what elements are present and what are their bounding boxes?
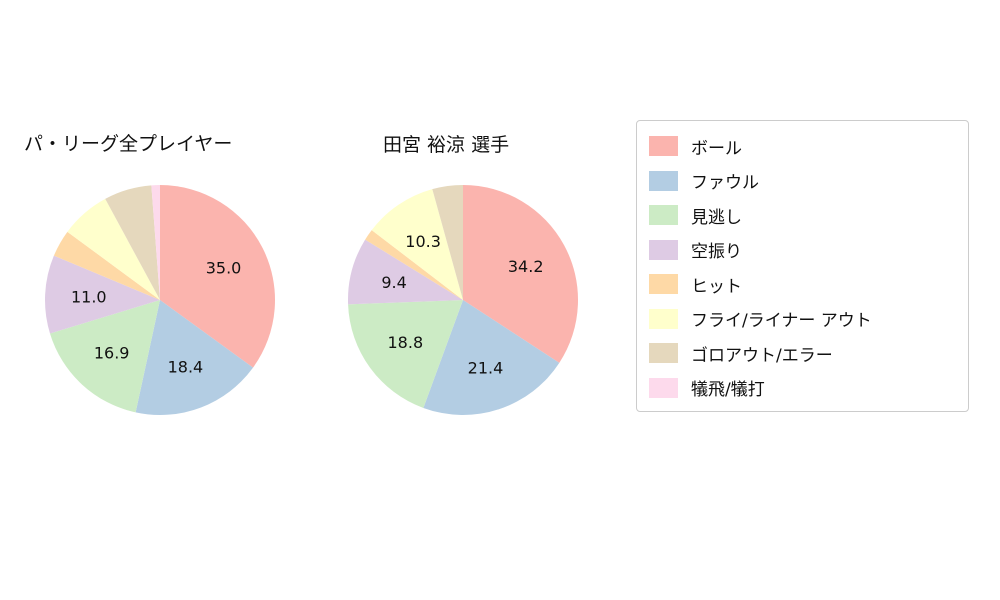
pie-slice-4 <box>365 230 463 300</box>
chart-title-league: パ・リーグ全プレイヤー <box>24 133 233 155</box>
pie-slice-2 <box>348 300 463 408</box>
legend-item-swinging-miss: 空振り <box>649 233 968 268</box>
pie-slice-2 <box>49 300 161 413</box>
pie-slice-value-label: 35.0 <box>206 259 242 278</box>
legend-item-ball: ボール <box>649 129 968 164</box>
legend-label-groundout-error: ゴロアウト/エラー <box>691 345 833 366</box>
legend-label-fly-liner-out: フライ/ライナー アウト <box>691 311 872 332</box>
pie-slice-value-label: 10.3 <box>405 232 441 251</box>
pie-slice-value-label: 9.4 <box>381 273 406 292</box>
pie-slice-5 <box>67 198 160 300</box>
pie-slice-0 <box>160 185 276 368</box>
pie-slice-value-label: 16.9 <box>94 343 130 362</box>
pie-slice-7 <box>151 185 160 300</box>
legend-item-hit: ヒット <box>649 267 968 302</box>
pie-slice-6 <box>105 185 160 300</box>
legend-item-foul: ファウル <box>649 164 968 199</box>
legend-item-groundout-error: ゴロアウト/エラー <box>649 336 968 371</box>
legend-label-swinging-miss: 空振り <box>691 242 742 263</box>
pie-slice-value-label: 34.2 <box>508 257 544 276</box>
legend-label-foul: ファウル <box>691 173 759 194</box>
legend-swatch-hit <box>649 274 678 295</box>
chart-title-player: 田宮 裕涼 選手 <box>383 134 510 156</box>
pie-slice-value-label: 11.0 <box>71 287 107 306</box>
pie-slice-value-label: 18.8 <box>388 333 424 352</box>
pie-slice-1 <box>135 300 254 416</box>
legend-swatch-sacrifice <box>649 377 678 398</box>
legend-swatch-foul <box>649 170 678 191</box>
legend-label-sacrifice: 犠飛/犠打 <box>691 380 765 401</box>
pie-chart-player: 34.2 21.4 18.8 9.4 10.3 <box>347 185 579 415</box>
pie-chart-league: 35.0 18.4 16.9 11.0 <box>45 185 276 416</box>
legend-label-called-strike: 見逃し <box>691 207 742 228</box>
pie-slice-0 <box>463 185 579 363</box>
pie-slice-6 <box>432 185 463 300</box>
legend-swatch-swinging-miss <box>649 239 678 260</box>
pie-slice-4 <box>53 231 160 300</box>
legend-swatch-ball <box>649 136 678 157</box>
legend-item-sacrifice: 犠飛/犠打 <box>649 371 968 406</box>
pie-slice-value-label: 21.4 <box>468 359 504 378</box>
pie-slice-value-label: 18.4 <box>168 358 204 377</box>
legend-item-called-strike: 見逃し <box>649 198 968 233</box>
legend-label-ball: ボール <box>691 138 742 159</box>
legend-label-hit: ヒット <box>691 276 742 297</box>
legend-item-fly-liner-out: フライ/ライナー アウト <box>649 302 968 337</box>
pie-slice-3 <box>45 255 160 334</box>
legend-swatch-fly-liner-out <box>649 308 678 329</box>
pie-slice-3 <box>347 239 463 305</box>
pie-slice-5 <box>371 189 463 300</box>
legend-swatch-called-strike <box>649 205 678 226</box>
pie-slice-1 <box>423 300 560 415</box>
legend-swatch-groundout-error <box>649 343 678 364</box>
legend: ボール ファウル 見逃し 空振り ヒット フライ/ライナー アウト ゴロアウト/… <box>636 120 969 412</box>
